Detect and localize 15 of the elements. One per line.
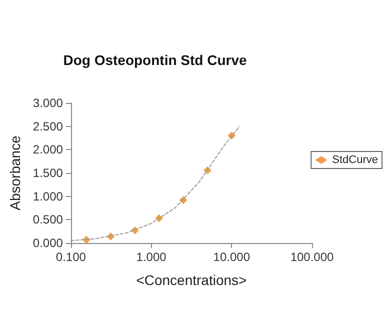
- x-tick-label: 10.000: [213, 250, 250, 264]
- x-axis-title: <Concentrations>: [136, 272, 247, 288]
- y-tick-label: 0.000: [32, 236, 64, 250]
- x-tick-label: 100.000: [290, 250, 334, 264]
- y-tick-label: 3.000: [32, 96, 64, 110]
- y-axis-title: Absorbance: [7, 135, 23, 210]
- y-tick-label: 2.000: [32, 142, 64, 157]
- y-tick-label: 1.000: [32, 189, 64, 204]
- y-tick-label: 1.500: [32, 166, 64, 180]
- chart-title: Dog Osteopontin Std Curve: [63, 52, 247, 68]
- legend-label: StdCurve: [332, 154, 378, 166]
- y-tick-label: 2.500: [32, 119, 64, 134]
- y-tick-label: 0.500: [32, 212, 64, 227]
- x-tick-label: 0.100: [56, 250, 86, 264]
- x-tick-label: 1.000: [136, 250, 167, 264]
